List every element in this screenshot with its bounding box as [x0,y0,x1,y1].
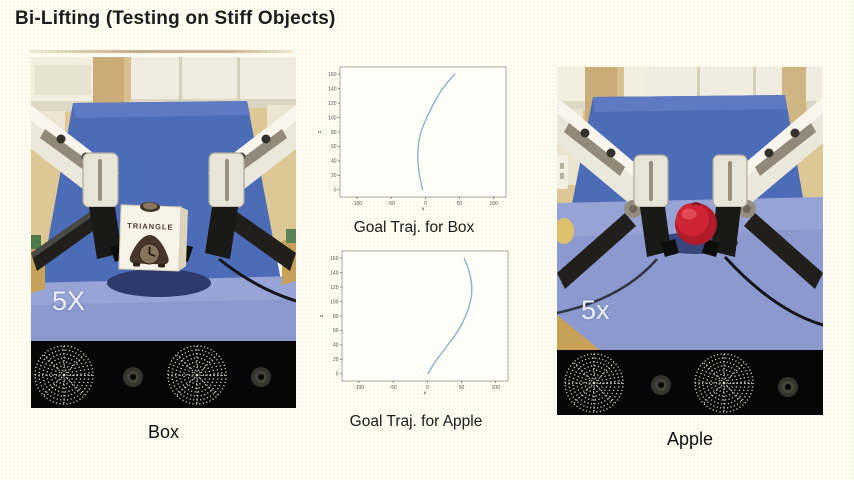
svg-text:160: 160 [328,72,337,78]
triangle-clock-box: TRIANGLE [118,201,188,272]
goal-traj-box-chart: -100 -50 0 50 100 0 20 40 60 80 100 120 140 160 x z [314,62,514,213]
cable [557,258,658,315]
svg-text:-50: -50 [390,385,397,391]
goal-traj-box-caption: Goal Traj. for Box [353,219,475,236]
svg-text:140: 140 [330,270,339,276]
svg-text:20: 20 [331,173,337,179]
box-lifting-photo: TRIANGLE 5X [31,57,296,408]
svg-text:100: 100 [492,385,501,391]
svg-text:x: x [424,391,427,397]
svg-text:60: 60 [333,328,339,334]
tactile-sensor-strip [31,341,296,408]
svg-text:100: 100 [328,115,337,121]
chart-canvas: -100 -50 0 50 100 0 20 40 60 80 100 120 140 160 x z [317,66,507,213]
page-title: Bi-Lifting (Testing on Stiff Objects) [15,8,336,29]
svg-text:120: 120 [330,285,339,291]
instrument-housing-left [633,154,679,257]
sensor-faint-blob [251,367,271,387]
robot-arm-left [557,97,649,289]
svg-text:120: 120 [328,101,337,107]
svg-text:-50: -50 [388,201,395,207]
svg-text:50: 50 [459,385,465,391]
svg-text:80: 80 [331,130,337,136]
apple-lifting-scene [557,67,823,415]
box-lifting-scene: TRIANGLE [31,57,296,408]
chart-canvas: -100 -50 0 50 100 0 20 40 60 80 100 120 140 160 x z [319,250,509,397]
cable [218,257,296,303]
svg-text:140: 140 [328,86,337,92]
apple [675,202,717,245]
decorative-artifact-line [30,50,293,53]
box-product-label: TRIANGLE [127,221,174,232]
robot-arm-right [731,97,823,289]
instrument-housing-right [702,154,748,257]
svg-text:0: 0 [334,188,337,194]
svg-text:40: 40 [331,159,337,165]
sensor-faint-blob [651,375,671,395]
apple-lifting-photo: 5x [557,67,823,415]
svg-text:0: 0 [426,385,429,391]
left-photo-caption: Box [147,422,180,442]
right-photo-caption: Apple [666,429,714,449]
cable [723,255,823,327]
svg-text:160: 160 [330,256,339,262]
svg-text:100: 100 [330,299,339,305]
svg-text:-100: -100 [354,385,364,391]
sensor-faint-blob [123,367,143,387]
svg-text:60: 60 [331,144,337,150]
svg-text:0: 0 [424,201,427,207]
goal-traj-apple-caption: Goal Traj. for Apple [349,413,483,430]
svg-text:100: 100 [490,201,499,207]
svg-text:40: 40 [333,343,339,349]
svg-text:z: z [317,130,323,133]
svg-text:50: 50 [457,201,463,207]
speed-label-left: 5X [52,286,86,316]
svg-text:z: z [319,314,325,317]
object-shadow [107,269,211,297]
goal-traj-apple-chart: -100 -50 0 50 100 0 20 40 60 80 100 120 140 160 x z [316,246,516,397]
svg-text:20: 20 [333,357,339,363]
tactile-sensor-strip [557,350,823,415]
speed-label-right: 5x [581,295,610,325]
svg-text:x: x [422,207,425,213]
sensor-faint-blob [778,377,798,397]
svg-text:80: 80 [333,314,339,320]
svg-text:-100: -100 [352,201,362,207]
svg-text:0: 0 [336,372,339,378]
